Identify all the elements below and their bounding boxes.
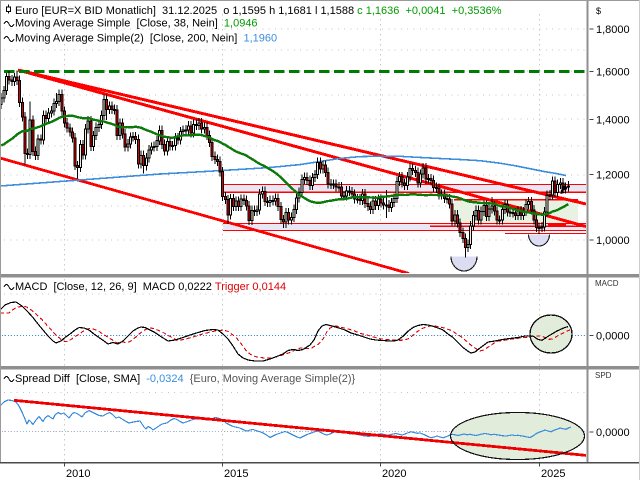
svg-text:2025: 2025: [541, 468, 565, 480]
svg-text:SPD: SPD: [595, 371, 612, 380]
svg-text:1,0000: 1,0000: [596, 235, 630, 247]
svg-text:0,0000: 0,0000: [596, 331, 630, 343]
svg-text:1,2000: 1,2000: [596, 170, 630, 182]
svg-text:Euro [EUR=X BID Monatlich] 31: Euro [EUR=X BID Monatlich] 31.12.2025 o …: [15, 5, 502, 17]
svg-text:2020: 2020: [382, 468, 406, 480]
svg-text:1,6000: 1,6000: [596, 67, 630, 79]
svg-text:2010: 2010: [66, 468, 90, 480]
svg-text:1,4000: 1,4000: [596, 114, 630, 126]
svg-text:$: $: [596, 6, 601, 16]
svg-text:Moving Average Simple [Close,: Moving Average Simple [Close, 38, Nein] …: [15, 18, 258, 30]
svg-text:Moving Average Simple(2) [Clo: Moving Average Simple(2) [Close, 200, Ne…: [15, 33, 277, 45]
svg-text:0,0000: 0,0000: [596, 427, 630, 439]
svg-text:Spread Diff [Close, SMA] -0,: Spread Diff [Close, SMA] -0,0324 {Euro, …: [15, 373, 356, 385]
svg-text:2015: 2015: [224, 468, 248, 480]
svg-text:MACD [Close, 12, 26, 9] MACD: MACD [Close, 12, 26, 9] MACD 0,0222 Trig…: [15, 281, 286, 293]
svg-text:MACD: MACD: [595, 279, 619, 288]
svg-text:1,8000: 1,8000: [596, 24, 630, 36]
